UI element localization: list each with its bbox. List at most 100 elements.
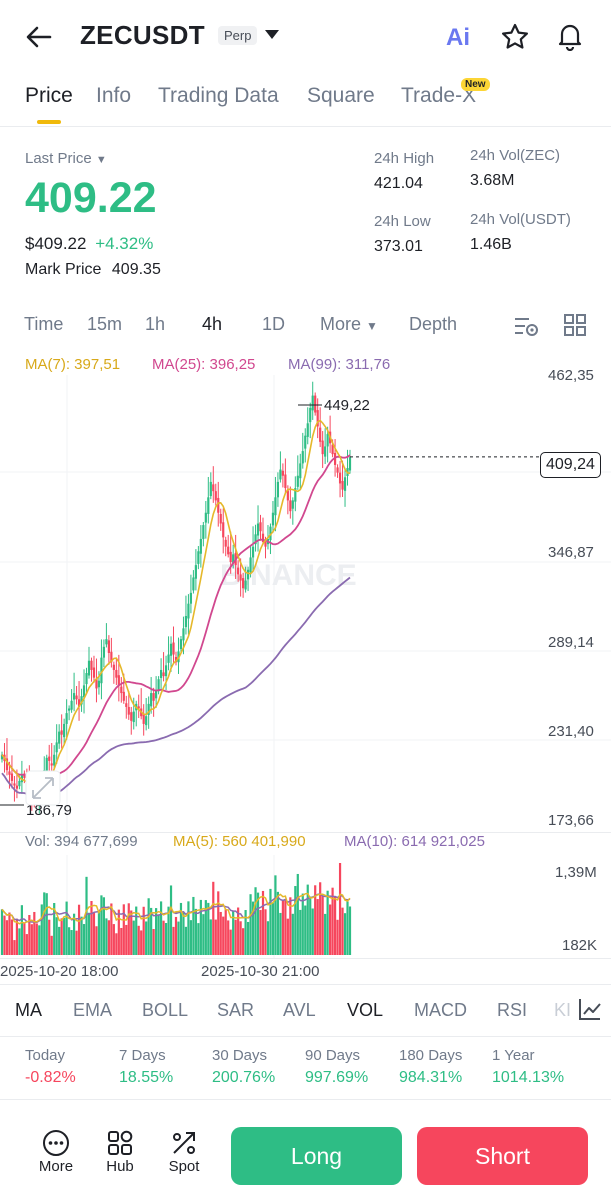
- indicator-sar[interactable]: SAR: [217, 1000, 255, 1020]
- tab-info[interactable]: Info: [96, 84, 132, 107]
- candle-body: [214, 491, 217, 501]
- volume-bar: [85, 876, 88, 955]
- timeframe-1h[interactable]: 1h: [145, 314, 166, 334]
- price-chart[interactable]: BINANCE 449,22 186,79: [0, 375, 611, 835]
- candle-body: [55, 742, 58, 753]
- chevron-down-icon[interactable]: [265, 30, 279, 39]
- volume-bar: [254, 887, 257, 955]
- timeframe-4h[interactable]: 4h: [202, 314, 223, 334]
- back-arrow-icon[interactable]: [24, 22, 54, 57]
- vol-usdt-label: 24h Vol(USDT): [470, 211, 571, 228]
- candle-body: [58, 731, 61, 744]
- low-value: 373.01: [374, 238, 423, 255]
- last-price-label[interactable]: Last Price ▼: [25, 150, 107, 167]
- volume-bar: [343, 913, 347, 955]
- short-button[interactable]: Short: [417, 1127, 588, 1185]
- candle-body: [13, 783, 16, 786]
- volume-bar: [110, 903, 113, 955]
- volume-bar: [127, 903, 130, 955]
- tab-trading-data[interactable]: Trading Data: [158, 84, 279, 107]
- volume-bar: [249, 894, 252, 955]
- indicator-kdj[interactable]: KI: [554, 1000, 572, 1020]
- volume-bar: [348, 906, 352, 955]
- new-badge: New: [461, 78, 490, 91]
- long-button[interactable]: Long: [231, 1127, 402, 1185]
- tab-square[interactable]: Square: [307, 84, 375, 107]
- candle-body: [72, 693, 76, 700]
- spot-button[interactable]: Spot: [162, 1128, 206, 1175]
- timeframe-time[interactable]: Time: [24, 314, 64, 334]
- change-value: 1014.13%: [492, 1069, 565, 1086]
- candles-group: [0, 381, 352, 814]
- indicator-chart-icon[interactable]: [573, 996, 603, 1027]
- candle-body: [237, 567, 240, 575]
- candle-body: [147, 703, 150, 715]
- candle-body: [264, 542, 267, 547]
- change-label: 180 Days: [399, 1047, 463, 1064]
- bell-icon[interactable]: [555, 21, 585, 56]
- volume-bar: [115, 933, 118, 955]
- volume-bar: [179, 902, 183, 955]
- indicator-rsi[interactable]: RSI: [497, 1000, 528, 1020]
- volume-bar: [202, 914, 205, 955]
- divider: [0, 832, 611, 833]
- volume-bar: [55, 917, 58, 955]
- volume-bar: [326, 890, 329, 955]
- indicator-boll[interactable]: BOLL: [142, 1000, 189, 1020]
- indicator-avl[interactable]: AVL: [283, 1000, 316, 1020]
- star-icon[interactable]: [500, 22, 530, 57]
- low-marker-label: 186,79: [26, 802, 72, 819]
- candle-body: [122, 691, 125, 701]
- volume-bar: [90, 901, 93, 955]
- vol-ma5-legend: MA(5): 560 401,990: [173, 833, 306, 850]
- layout-grid-icon[interactable]: [563, 313, 587, 342]
- volume-bar: [30, 924, 33, 955]
- indicator-vol[interactable]: VOL: [347, 1000, 384, 1020]
- tab-trade-x[interactable]: Trade-X: [401, 84, 477, 107]
- candle-body: [112, 664, 115, 670]
- volume-bar: [45, 893, 48, 955]
- expand-icon[interactable]: [25, 770, 61, 806]
- chart-settings-icon[interactable]: [513, 313, 539, 344]
- tab-price[interactable]: Price: [25, 84, 73, 107]
- hub-button[interactable]: Hub: [99, 1128, 141, 1175]
- symbol-title[interactable]: ZECUSDT: [80, 20, 205, 50]
- vol-legend: Vol: 394 677,699: [25, 833, 138, 850]
- candle-body: [261, 533, 265, 543]
- header-bar: ZECUSDT Perp Ai: [0, 0, 611, 72]
- candle-body: [53, 754, 56, 766]
- timeframe-1d[interactable]: 1D: [262, 314, 286, 334]
- indicator-ema[interactable]: EMA: [73, 1000, 113, 1020]
- more-label: More: [38, 1158, 74, 1175]
- volume-bar: [20, 905, 23, 955]
- volume-bar: [284, 900, 287, 955]
- volume-bar: [142, 906, 145, 955]
- ai-icon[interactable]: Ai: [446, 24, 470, 51]
- candle-body: [187, 603, 190, 619]
- volume-bar: [35, 923, 38, 955]
- candle-body: [254, 534, 257, 545]
- indicator-macd[interactable]: MACD: [414, 1000, 467, 1020]
- candle-body: [68, 708, 71, 711]
- volume-bar: [132, 920, 135, 955]
- volume-bar: [112, 924, 115, 955]
- candle-body: [90, 660, 93, 670]
- timeframe-depth[interactable]: Depth: [409, 314, 458, 334]
- volume-bar: [301, 893, 304, 955]
- indicator-ma[interactable]: MA: [15, 1000, 42, 1020]
- volume-bar: [82, 924, 86, 955]
- volume-bar: [286, 918, 289, 955]
- candle-body: [189, 592, 193, 604]
- current-price-tag: 409,24: [540, 452, 601, 478]
- candle-body: [222, 522, 225, 538]
- candle-body: [224, 539, 227, 547]
- volume-bar: [316, 899, 319, 955]
- timeframe-more[interactable]: More ▼: [320, 314, 378, 334]
- more-icon: [34, 1128, 78, 1158]
- volume-bar: [341, 907, 344, 955]
- candle-body: [15, 785, 19, 789]
- timeframe-15m[interactable]: 15m: [87, 314, 123, 334]
- y-axis-label: 346,87: [548, 544, 594, 561]
- volume-bar: [0, 909, 4, 955]
- more-button[interactable]: More: [34, 1128, 78, 1175]
